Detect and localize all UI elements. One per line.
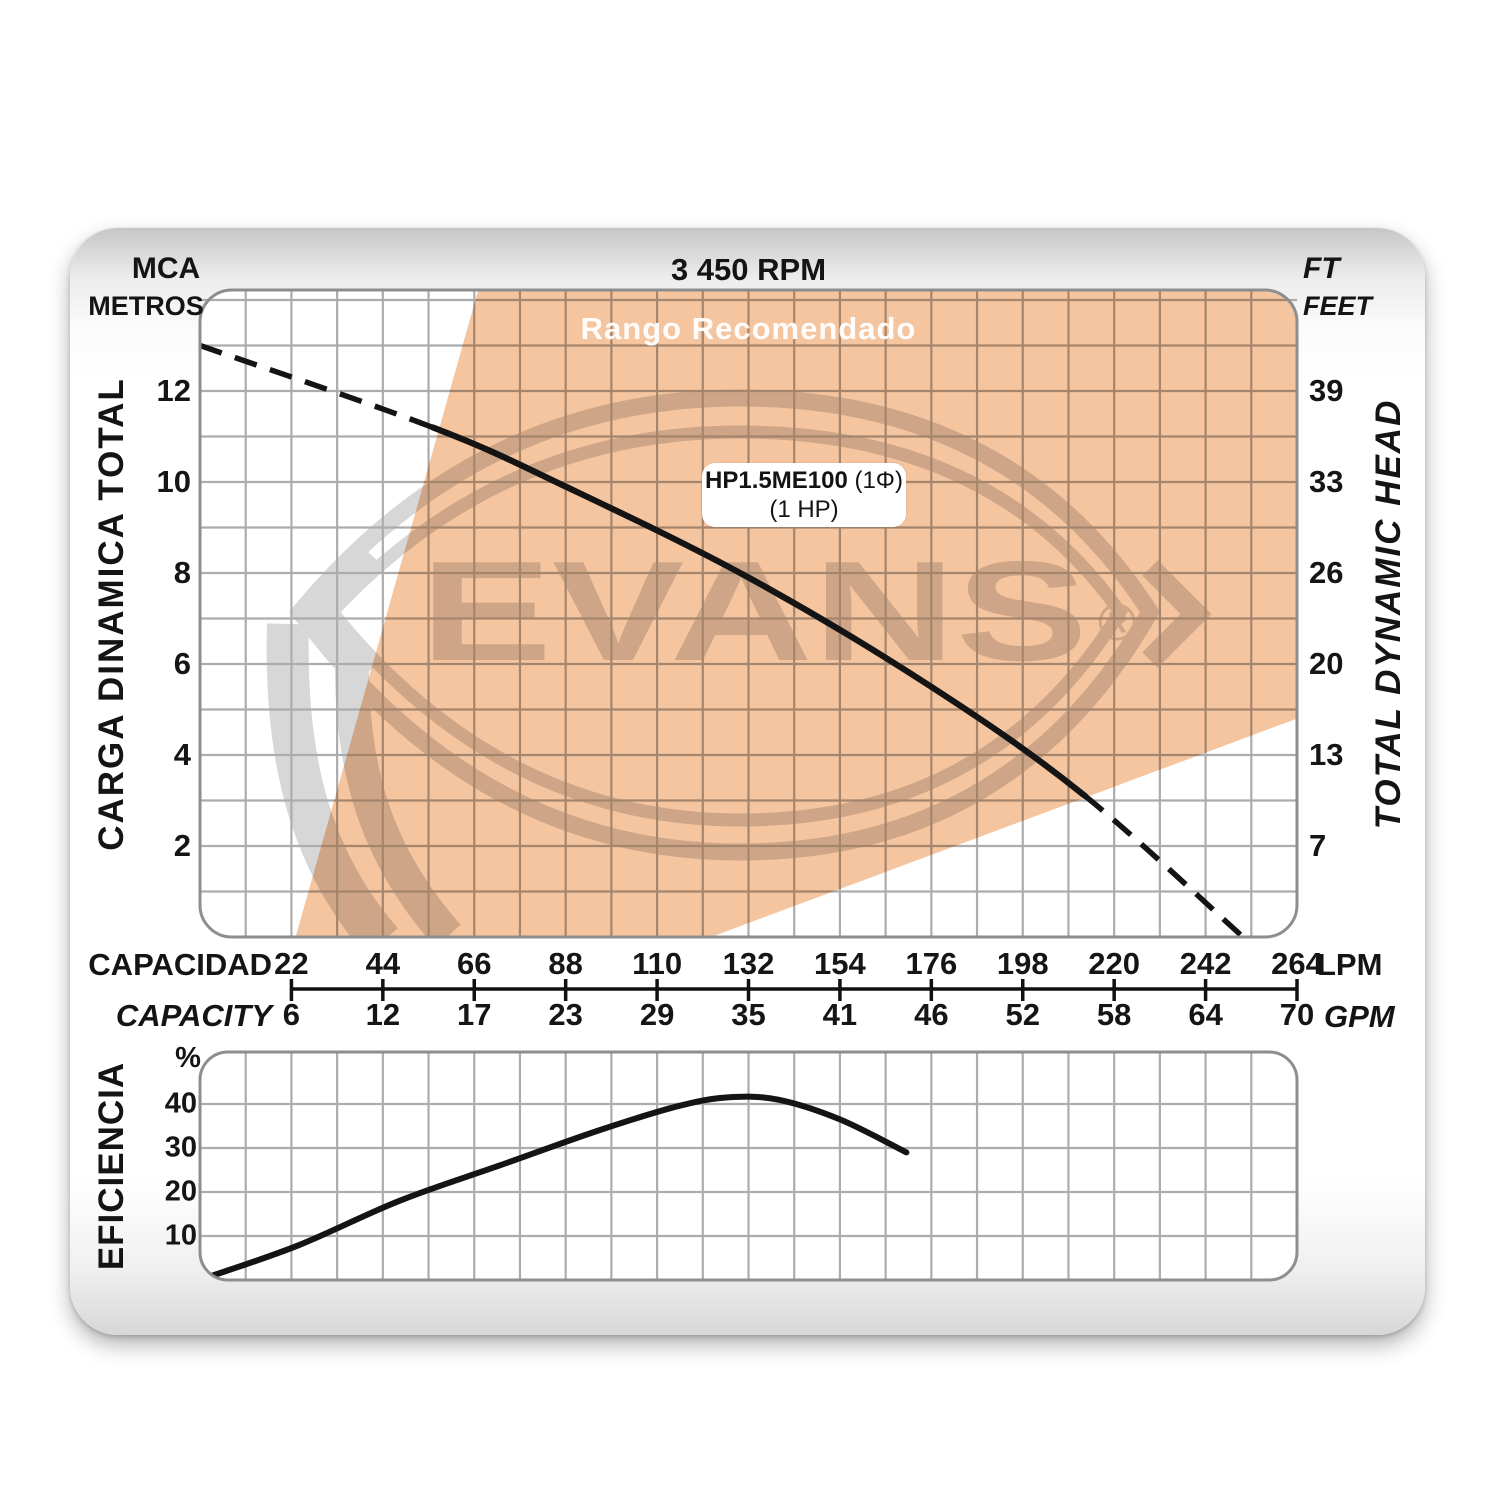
left-unit-metros: METROS xyxy=(88,291,204,321)
head-curve-dashed-left xyxy=(200,342,434,430)
y-tick-metros: 6 xyxy=(173,646,191,681)
curve-phase-label: (1Φ) xyxy=(847,467,903,494)
main-plot-border xyxy=(198,288,1299,939)
efficiency-axis-title: EFICIENCIA xyxy=(92,1061,131,1271)
efficiency-tick: 20 xyxy=(164,1175,197,1208)
efficiency-tick: 30 xyxy=(164,1131,197,1164)
y-tick-feet: 39 xyxy=(1309,373,1344,408)
x-tick-lpm: 242 xyxy=(1179,946,1232,981)
x-axis-unit-gpm: GPM xyxy=(1324,999,1395,1034)
efficiency-grid xyxy=(200,1052,1297,1280)
recommended-range-region xyxy=(295,290,1297,937)
curve-power-label: (1 HP) xyxy=(769,496,839,523)
x-tick-lpm: 264 xyxy=(1271,946,1323,981)
x-tick-gpm: 52 xyxy=(1005,997,1040,1032)
y-tick-feet: 33 xyxy=(1309,464,1344,499)
y-tick-feet: 7 xyxy=(1309,828,1327,863)
head-curve-solid xyxy=(429,424,1089,800)
x-tick-lpm: 110 xyxy=(632,946,683,981)
x-tick-lpm: 154 xyxy=(814,946,866,981)
head-curve-dashed-right xyxy=(1083,793,1245,937)
x-tick-lpm: 44 xyxy=(365,946,401,981)
efficiency-tick: 10 xyxy=(164,1219,197,1252)
efficiency-plot-border xyxy=(198,1050,1299,1282)
curve-label-line1: HP1.5ME100 (1Φ) xyxy=(705,466,903,495)
x-tick-gpm: 23 xyxy=(548,997,583,1032)
efficiency-tick: 40 xyxy=(164,1087,197,1120)
x-tick-lpm: 66 xyxy=(457,946,492,981)
x-axis-label-capacity: CAPACITY xyxy=(115,998,272,1033)
x-tick-gpm: 64 xyxy=(1188,997,1223,1032)
y-tick-feet: 13 xyxy=(1309,737,1344,772)
x-tick-gpm: 29 xyxy=(639,997,675,1032)
y-tick-metros: 8 xyxy=(173,555,191,590)
x-tick-gpm: 12 xyxy=(365,997,401,1032)
x-tick-lpm: 132 xyxy=(722,946,775,981)
left-axis-title: CARGA DINAMICA TOTAL xyxy=(92,377,131,851)
y-tick-metros: 10 xyxy=(156,464,191,499)
capacity-scale-line xyxy=(289,979,1299,1001)
left-unit-mca: MCA xyxy=(131,252,201,285)
x-axis-unit-lpm: LPM xyxy=(1317,947,1383,982)
right-axis-title: TOTAL DYNAMIC HEAD xyxy=(1369,398,1408,830)
x-tick-lpm: 88 xyxy=(548,946,583,981)
efficiency-unit-percent: % xyxy=(175,1042,201,1074)
x-tick-lpm: 220 xyxy=(1088,946,1141,981)
x-tick-gpm: 41 xyxy=(822,997,858,1032)
recommended-range-label: Rango Recomendado xyxy=(580,311,917,346)
y-tick-metros: 4 xyxy=(173,737,191,772)
curve-label-box: HP1.5ME100 (1Φ) (1 HP) xyxy=(702,463,906,527)
x-tick-gpm: 46 xyxy=(914,997,949,1032)
x-tick-lpm: 176 xyxy=(905,946,958,981)
y-tick-metros: 12 xyxy=(156,373,191,408)
page-title-rpm: 3 450 RPM xyxy=(670,252,827,287)
efficiency-curve xyxy=(209,1093,910,1279)
right-unit-ft: FT xyxy=(1303,252,1340,285)
x-tick-gpm: 6 xyxy=(282,997,301,1032)
x-tick-gpm: 58 xyxy=(1096,997,1132,1032)
x-tick-gpm: 17 xyxy=(457,997,492,1032)
x-tick-gpm: 35 xyxy=(731,997,766,1032)
x-tick-gpm: 70 xyxy=(1279,997,1315,1032)
y-tick-metros: 2 xyxy=(173,828,191,863)
x-tick-lpm: 22 xyxy=(274,946,309,981)
y-tick-feet: 20 xyxy=(1309,646,1344,681)
curve-model-label: HP1.5ME100 xyxy=(705,467,848,494)
y-tick-feet: 26 xyxy=(1309,555,1344,590)
x-axis-label-capacidad: CAPACIDAD xyxy=(88,947,272,982)
right-unit-feet: FEET xyxy=(1303,291,1373,321)
x-tick-lpm: 198 xyxy=(996,946,1049,981)
